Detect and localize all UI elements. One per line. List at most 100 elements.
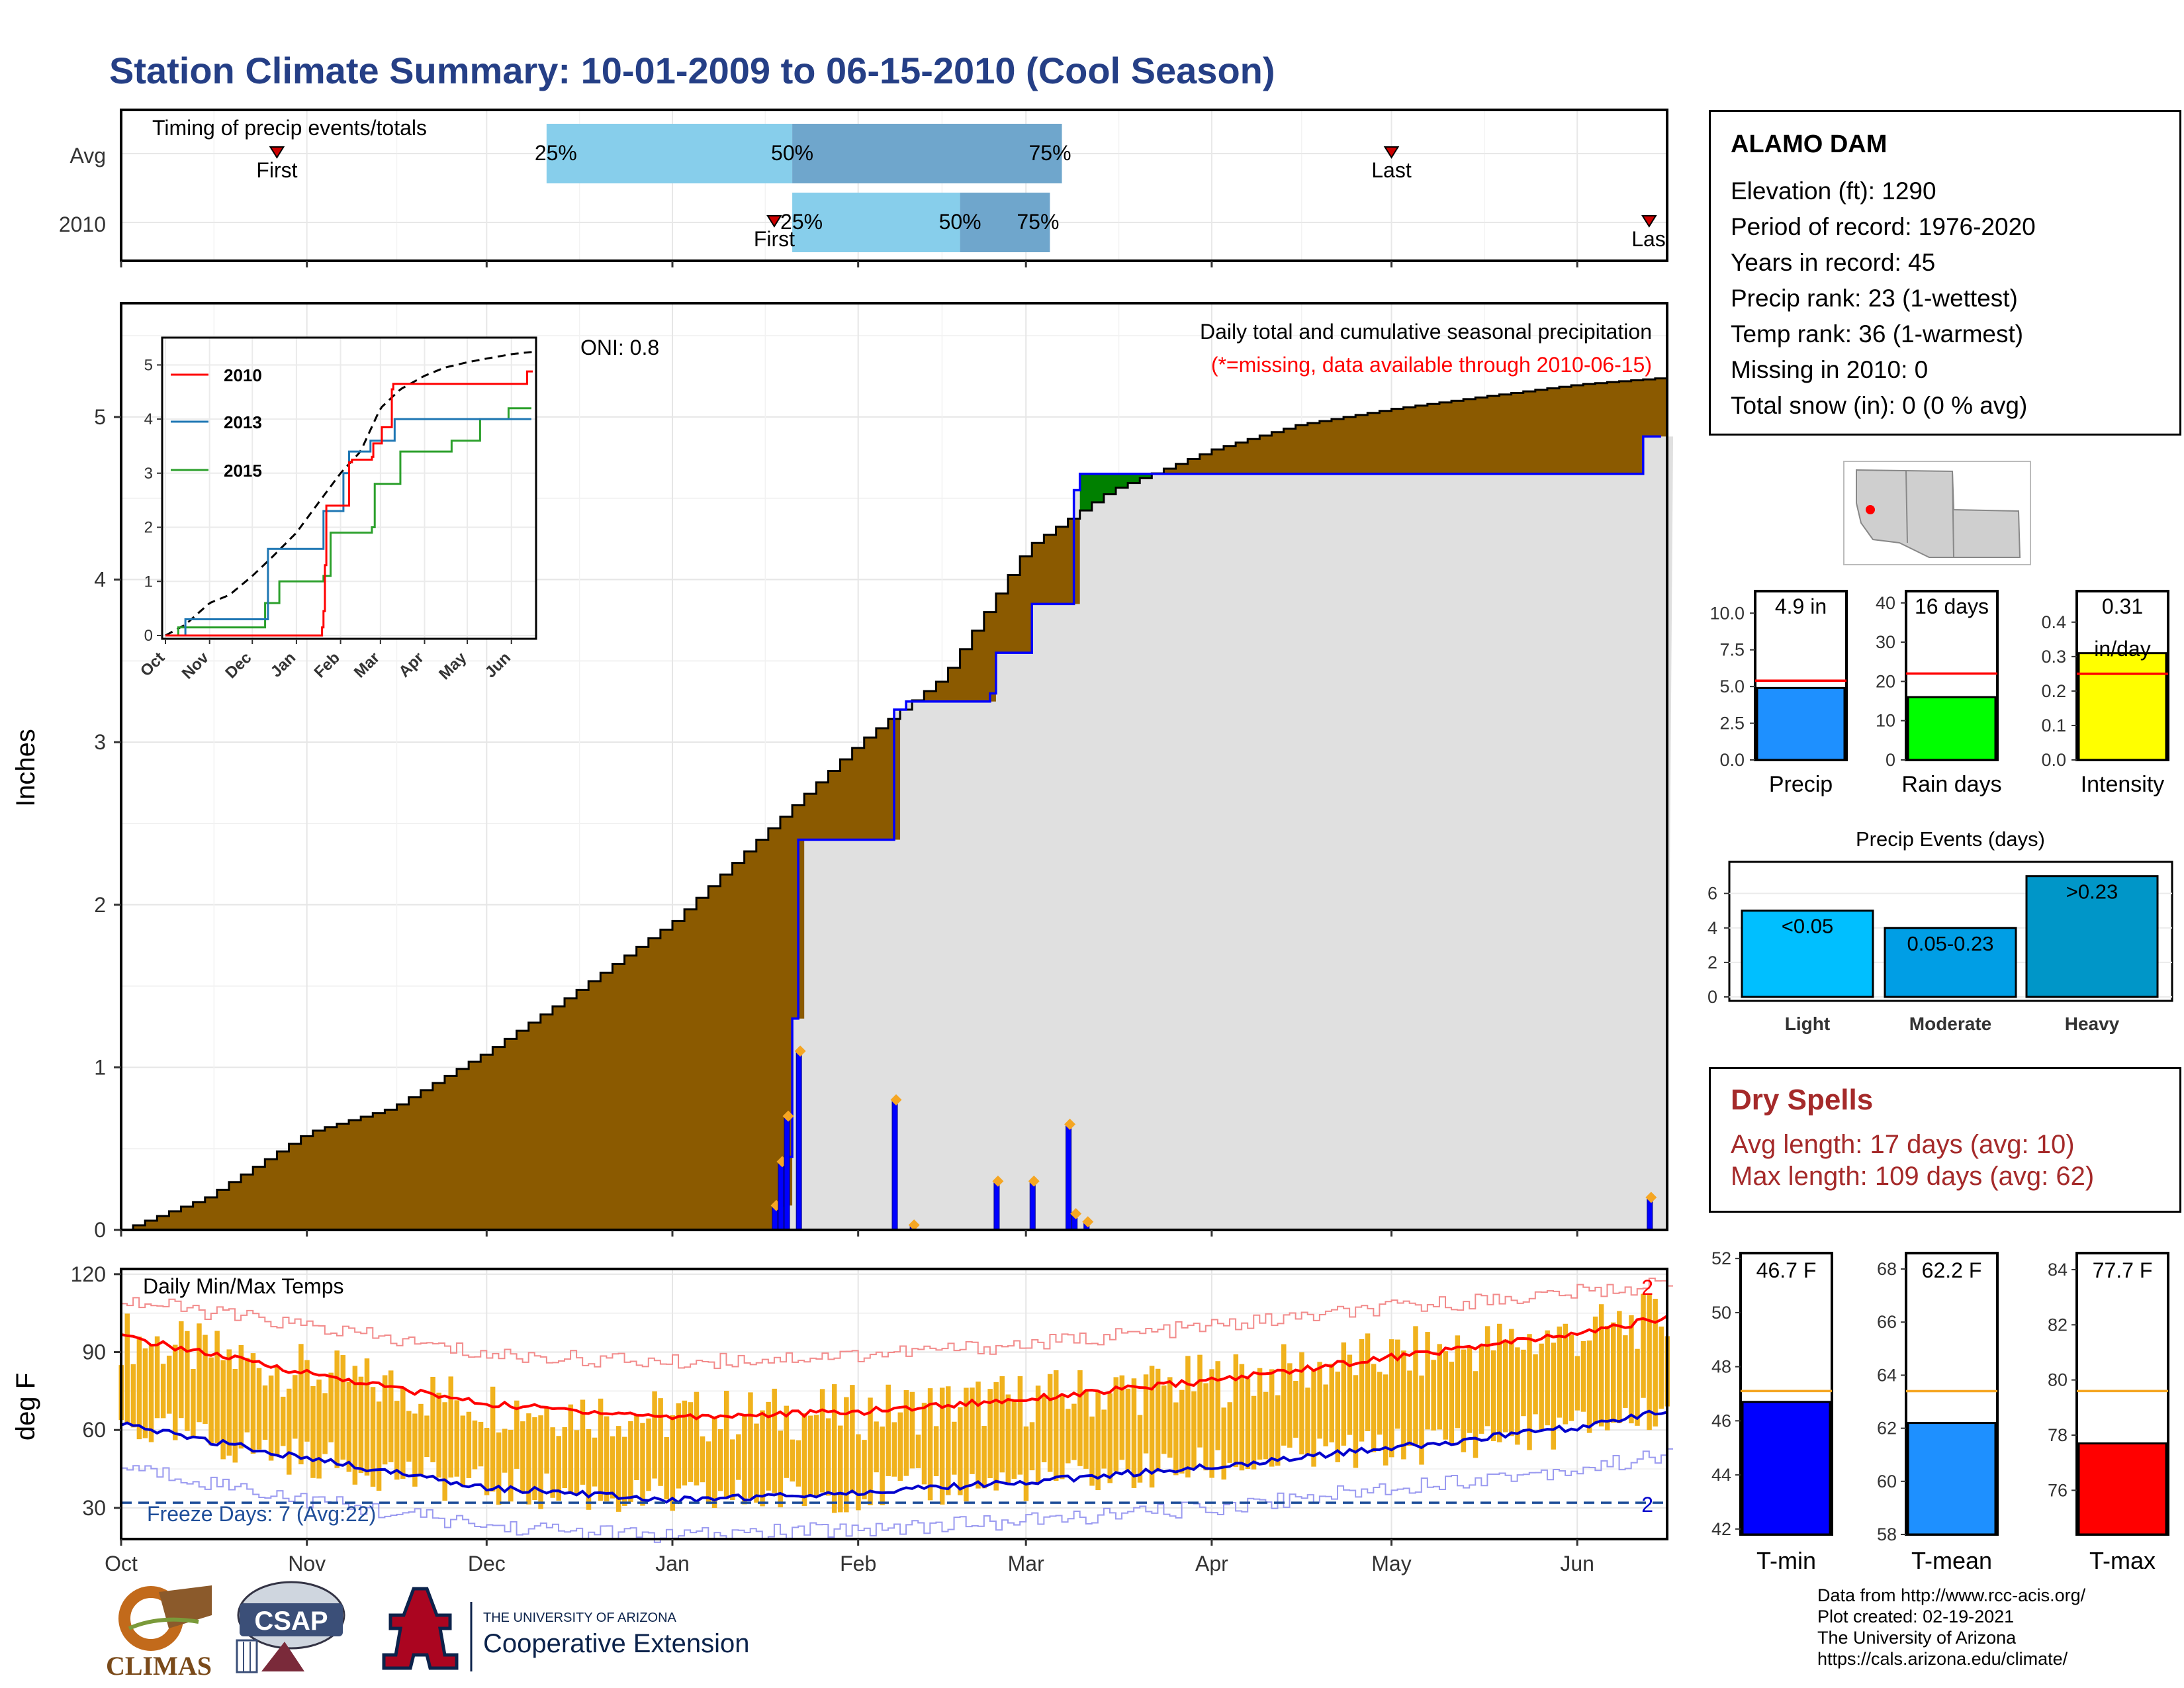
daily-temp-bar — [166, 1355, 172, 1414]
daily-temp-bar — [646, 1418, 651, 1491]
freeze-label: Freeze Days: 7 (Avg:22) — [147, 1502, 376, 1526]
temp-bar-tick-label: 84 — [2048, 1260, 2068, 1280]
temp-bar-category-label: T-max — [2089, 1547, 2156, 1574]
month-tick-label: Oct — [105, 1552, 138, 1575]
deficit-area — [133, 378, 1668, 1230]
daily-temp-bar — [694, 1391, 700, 1486]
daily-temp-bar — [568, 1404, 574, 1493]
daily-precip-marker — [794, 1045, 806, 1057]
summary-tick-label: 0.0 — [2041, 750, 2066, 770]
summary-tick-label: 0.0 — [1719, 750, 1745, 770]
daily-precip-marker — [1064, 1118, 1076, 1130]
daily-temp-bar — [976, 1382, 981, 1489]
inset-ytick-label: 2 — [144, 519, 153, 537]
daily-temp-bar — [1377, 1372, 1383, 1435]
month-tick-label: Jun — [1560, 1552, 1594, 1575]
daily-temp-bar — [484, 1428, 490, 1495]
daily-temp-bar — [796, 1440, 801, 1487]
daily-temp-bar — [664, 1436, 669, 1500]
summary-tick-label: 0.1 — [2041, 716, 2066, 735]
daily-temp-bar — [208, 1357, 214, 1446]
daily-temp-bar — [1263, 1391, 1269, 1460]
daily-temp-bar — [1347, 1354, 1353, 1435]
info-missing: Missing in 2010: 0 — [1731, 356, 1929, 383]
precip-ytick-label: 5 — [94, 405, 106, 429]
daily-temp-bar — [1539, 1343, 1544, 1431]
timing-q2-bar — [792, 124, 1062, 183]
daily-temp-bar — [1317, 1362, 1322, 1439]
month-tick-label: Dec — [468, 1552, 506, 1575]
daily-temp-bar — [1071, 1403, 1077, 1460]
daily-precip-marker — [908, 1219, 920, 1231]
events-category-label: Light — [1785, 1013, 1830, 1034]
daily-temp-bar — [1191, 1391, 1197, 1468]
daily-temp-bar — [556, 1436, 561, 1501]
daily-temp-bar — [310, 1385, 316, 1478]
daily-temp-bar — [448, 1376, 453, 1478]
daily-temp-bar — [1060, 1393, 1065, 1479]
temp-bar-tick-label: 66 — [1877, 1312, 1897, 1332]
daily-temp-bar — [1461, 1349, 1467, 1452]
daily-temp-bar — [705, 1441, 711, 1505]
daily-temp-bar — [1383, 1374, 1388, 1466]
daily-temp-bar — [1083, 1390, 1089, 1469]
dry-spells-avg: Avg length: 17 days (avg: 10) — [1731, 1130, 2075, 1159]
daily-temp-bar — [772, 1388, 777, 1493]
month-tick-label: May — [1371, 1552, 1411, 1575]
daily-temp-bar — [334, 1350, 340, 1468]
daily-temp-bar — [1197, 1354, 1203, 1448]
precip-events-chart: Precip Events (days) 0 2 4 6 <0.05 Light 0.05-0… — [1707, 827, 2173, 1034]
summary-tick-label: 0.2 — [2041, 681, 2066, 701]
daily-temp-bar — [736, 1434, 741, 1480]
daily-temp-bar — [1185, 1356, 1191, 1477]
daily-temp-bar — [1419, 1375, 1424, 1465]
daily-temp-bar — [730, 1439, 735, 1501]
daily-temp-bar — [172, 1344, 178, 1440]
daily-temp-bar — [964, 1387, 969, 1502]
daily-temp-bar — [1119, 1375, 1125, 1460]
daily-temp-bar — [850, 1385, 855, 1494]
daily-temp-bar — [1496, 1323, 1502, 1442]
daily-temp-bar — [981, 1426, 987, 1489]
summary-tick-label: 30 — [1876, 632, 1895, 652]
events-bar — [2025, 875, 2159, 998]
summary-category-label: Precip — [1769, 772, 1833, 797]
daily-temp-bar — [897, 1412, 903, 1481]
cumulative-avg-line — [121, 377, 1668, 1231]
daily-temp-bar — [825, 1418, 831, 1496]
daily-temp-bar — [880, 1427, 885, 1505]
daily-temp-bar — [987, 1389, 993, 1479]
daily-temp-bar — [927, 1388, 933, 1501]
daily-temp-bar — [1101, 1409, 1107, 1469]
daily-temp-bar — [766, 1401, 771, 1491]
temp-title: Daily Min/Max Temps — [143, 1274, 343, 1298]
precip-ytick-label: 3 — [94, 730, 106, 754]
timing-row-label: Avg — [69, 144, 106, 167]
daily-temp-bar — [502, 1429, 508, 1473]
info-period: Period of record: 1976-2020 — [1731, 213, 2036, 240]
daily-temp-bar — [328, 1372, 334, 1442]
daily-temp-bar — [1257, 1368, 1263, 1460]
daily-temp-bar — [711, 1416, 717, 1509]
daily-temp-bar — [232, 1368, 238, 1463]
daily-temp-bar — [1335, 1372, 1341, 1462]
daily-temp-bar — [526, 1413, 531, 1505]
daily-temp-bar — [520, 1421, 525, 1492]
daily-temp-bar — [1107, 1393, 1113, 1483]
daily-temp-bar — [868, 1397, 873, 1505]
timing-panel: 25% 50% 75% First Last 25% 50% 75% First Las Timi… — [59, 109, 1668, 267]
summary-tick-label: 10.0 — [1709, 603, 1745, 623]
daily-temp-bar — [1437, 1344, 1442, 1430]
daily-temp-bar — [1041, 1395, 1047, 1462]
daily-temp-bar — [1221, 1407, 1226, 1480]
daily-temp-bar — [388, 1370, 394, 1462]
summary-tick-label: 20 — [1876, 671, 1895, 691]
daily-temp-bar — [1598, 1304, 1604, 1427]
daily-temp-bar — [1005, 1394, 1011, 1483]
daily-temp-bar — [604, 1416, 610, 1502]
daily-temp-bar — [1395, 1339, 1400, 1429]
timing-q1-bar — [792, 193, 960, 252]
daily-temp-bar — [640, 1423, 645, 1506]
daily-temp-bar — [293, 1375, 298, 1439]
